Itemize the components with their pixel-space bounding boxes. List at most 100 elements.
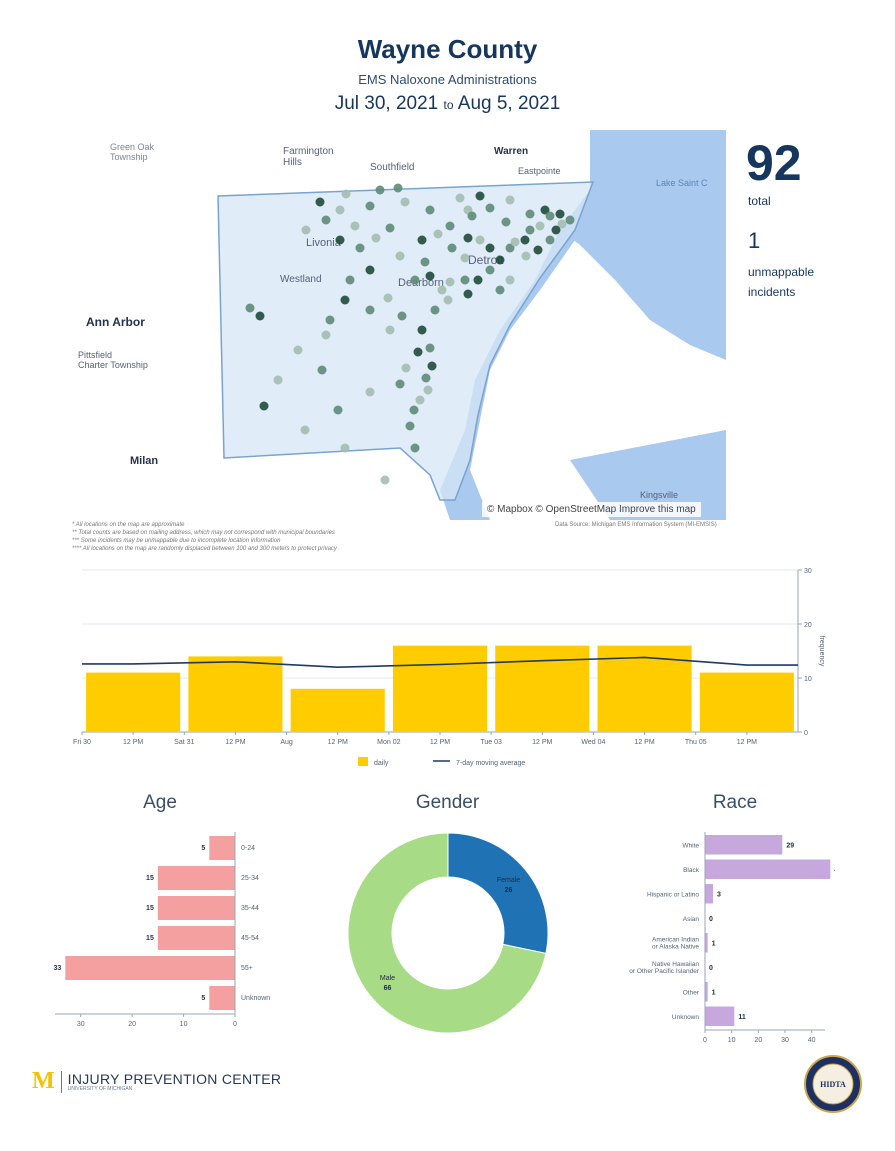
incident-dot bbox=[423, 385, 433, 395]
incident-dot bbox=[460, 275, 470, 285]
incident-dot bbox=[510, 237, 520, 247]
date-to: to bbox=[443, 98, 454, 112]
incident-dot bbox=[425, 205, 435, 215]
daily-bar-aug bbox=[290, 688, 385, 732]
map-label-13: Kingsville bbox=[640, 490, 678, 500]
incident-dot bbox=[395, 251, 405, 261]
daily-trend-chart: 0 10 20 30 frequency Fri 30 12 PM Sat 31 12 PM Au… bbox=[73, 568, 825, 767]
incident-dot bbox=[340, 443, 350, 453]
age-bar-2 bbox=[157, 896, 235, 920]
legend-swatch-daily bbox=[358, 757, 368, 766]
race-value-label: 29 bbox=[786, 842, 794, 849]
y-tick-label: 30 bbox=[804, 568, 812, 575]
incident-dot bbox=[501, 217, 511, 227]
incident-dot bbox=[425, 343, 435, 353]
moving-average-line bbox=[82, 656, 798, 669]
age-category-label: 25-34 bbox=[241, 875, 259, 882]
map-place-labels: Green Oak Township Farmington Hills Southfie… bbox=[78, 142, 708, 500]
incident-dot bbox=[410, 275, 420, 285]
x-tick-label: Tue 03 bbox=[480, 739, 502, 746]
y-tick-label: 0 bbox=[804, 730, 808, 737]
race-category-label: Black bbox=[683, 867, 700, 874]
incident-dot bbox=[365, 265, 375, 275]
map-label-4: Eastpointe bbox=[518, 166, 561, 176]
x-tick-label: Sat 31 bbox=[174, 739, 194, 746]
map-label-8: Dearborn bbox=[398, 277, 444, 289]
race-category-label: Other bbox=[683, 989, 700, 996]
race-category-label: Asian bbox=[683, 916, 700, 923]
race-chart-title: Race bbox=[712, 792, 758, 813]
x-tick-label: 12 PM bbox=[634, 739, 654, 746]
incident-dot bbox=[401, 363, 411, 373]
footnote-3: *** Some incidents may be unmappable due… bbox=[72, 538, 281, 544]
lake-saint-clair bbox=[560, 130, 726, 360]
race-bar-1 bbox=[705, 859, 831, 879]
x-tick-label: 12 PM bbox=[225, 739, 245, 746]
incident-dot bbox=[540, 205, 550, 215]
incident-dot bbox=[380, 475, 390, 485]
legend-label-daily: daily bbox=[374, 760, 389, 767]
incident-dot bbox=[300, 425, 310, 435]
incident-dot bbox=[321, 330, 331, 340]
race-category-label: Native Hawaiian or Other Pacific Islander bbox=[629, 961, 700, 975]
race-category-label: American Indian or Alaska Native bbox=[652, 936, 699, 950]
incident-dot bbox=[413, 347, 423, 357]
race-bar-0 bbox=[705, 835, 783, 855]
map-label-2: Southfield bbox=[370, 162, 414, 173]
age-category-label: 0-24 bbox=[241, 845, 255, 852]
org-subtitle: UNIVERSITY OF MICHIGAN bbox=[67, 1085, 133, 1092]
hidta-seal-icon: HIDTA bbox=[804, 1055, 862, 1113]
age-value-label: 15 bbox=[146, 905, 154, 912]
race-value-label: 1 bbox=[712, 940, 716, 947]
age-chart: 5 0-24 15 25-34 15 35-44 15 45-54 33 55+ 5 Unknown 3… bbox=[53, 832, 270, 1028]
incident-dot bbox=[443, 295, 453, 305]
x-tick-label: 12 PM bbox=[328, 739, 348, 746]
race-value-label: 47 bbox=[834, 867, 835, 874]
incident-dot bbox=[410, 443, 420, 453]
gender-slice-male bbox=[347, 832, 547, 1034]
x-tick-label: Fri 30 bbox=[73, 739, 91, 746]
svg-text:HIDTA: HIDTA bbox=[820, 1080, 846, 1089]
age-x-tick-label: 10 bbox=[180, 1021, 188, 1028]
incident-dot bbox=[365, 387, 375, 397]
incident-dot bbox=[430, 305, 440, 315]
logo-divider bbox=[60, 1070, 62, 1093]
incident-map[interactable]: Green Oak Township Farmington Hills Southfie… bbox=[70, 130, 726, 520]
incident-dot bbox=[350, 221, 360, 231]
race-x-tick-label: 40 bbox=[808, 1037, 816, 1044]
incident-dot bbox=[485, 203, 495, 213]
race-category-label: White bbox=[682, 842, 699, 849]
footnote-2: ** Total counts are based on mailing add… bbox=[72, 530, 335, 536]
map-label-11: Pittsfield Charter Township bbox=[78, 350, 148, 370]
daily-bar-thu-05 bbox=[699, 672, 794, 732]
incident-dot bbox=[535, 221, 545, 231]
incident-dot bbox=[325, 315, 335, 325]
age-bar-3 bbox=[157, 926, 235, 950]
incident-dot bbox=[395, 379, 405, 389]
data-source-note: Data Source: Michigan EMS Information Sy… bbox=[555, 522, 717, 528]
incident-dot bbox=[555, 209, 565, 219]
map-label-1: Farmington Hills bbox=[283, 146, 334, 168]
incident-dot bbox=[321, 215, 331, 225]
incident-dot bbox=[255, 311, 265, 321]
incident-dot bbox=[405, 421, 415, 431]
age-x-tick-label: 30 bbox=[77, 1021, 85, 1028]
map-label-5: Lake Saint C bbox=[656, 178, 708, 188]
age-bar-4 bbox=[65, 956, 236, 980]
incident-dot bbox=[333, 405, 343, 415]
incident-dot bbox=[495, 285, 505, 295]
map-attribution[interactable]: © Mapbox © OpenStreetMap Improve this ma… bbox=[482, 502, 701, 517]
race-value-label: 1 bbox=[712, 989, 716, 996]
race-x-tick-label: 10 bbox=[728, 1037, 736, 1044]
race-value-label: 0 bbox=[709, 916, 713, 923]
race-x-tick-label: 30 bbox=[781, 1037, 789, 1044]
incident-dot bbox=[505, 275, 515, 285]
incident-dot bbox=[425, 271, 435, 281]
incident-dot bbox=[427, 361, 437, 371]
race-x-tick-label: 20 bbox=[754, 1037, 762, 1044]
incident-dot bbox=[533, 245, 543, 255]
incident-dot bbox=[557, 219, 567, 229]
incident-dot bbox=[365, 305, 375, 315]
y-tick-label: 20 bbox=[804, 622, 812, 629]
incident-dot bbox=[397, 311, 407, 321]
